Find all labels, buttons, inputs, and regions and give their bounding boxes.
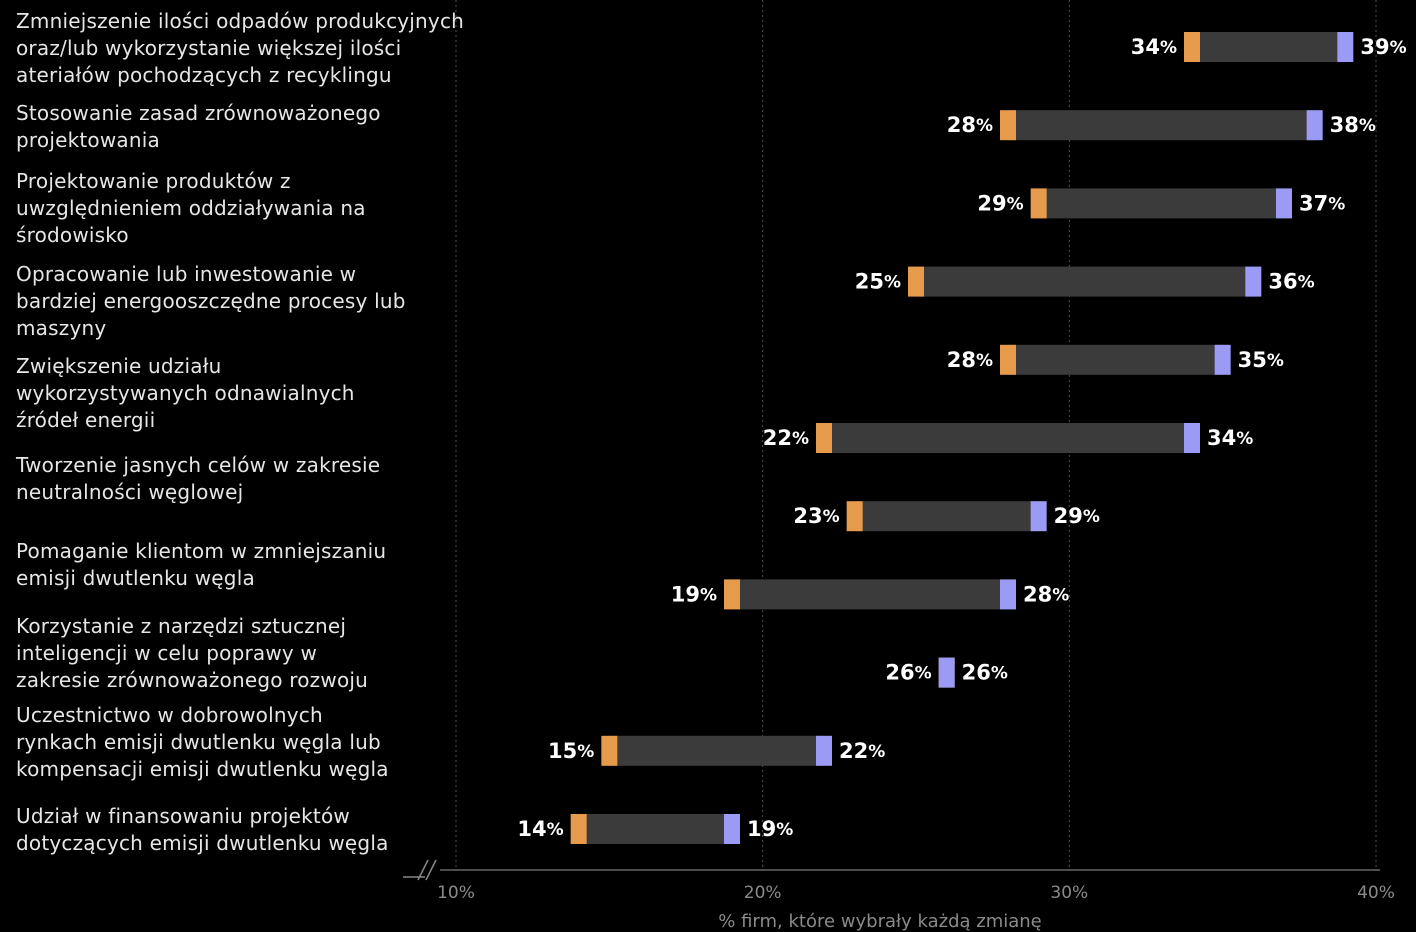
start-value-label: 14%	[517, 817, 563, 841]
category-label: Korzystanie z narzędzi sztucznej intelig…	[16, 614, 369, 692]
range-bar	[1192, 32, 1346, 62]
start-marker	[570, 814, 587, 844]
start-marker	[846, 501, 863, 532]
start-marker	[1000, 344, 1016, 375]
end-marker	[1214, 344, 1231, 375]
end-marker	[1184, 423, 1200, 453]
end-marker	[1276, 188, 1292, 219]
start-marker	[1184, 32, 1200, 62]
end-value-label: 29%	[1054, 504, 1100, 528]
end-value-label: 28%	[1023, 582, 1069, 606]
start-marker	[816, 423, 832, 453]
end-marker	[1000, 579, 1016, 610]
end-marker	[816, 735, 832, 766]
end-value-label: 34%	[1207, 426, 1253, 450]
range-bar	[1038, 188, 1284, 219]
start-value-label: 28%	[947, 113, 993, 137]
start-marker	[1030, 188, 1047, 219]
range-bar	[1008, 344, 1223, 375]
start-value-label: 22%	[763, 426, 809, 450]
x-tick-label: 40%	[1357, 883, 1395, 903]
category-label: Zmniejszenie ilości odpadów produkcyjnyc…	[16, 9, 465, 87]
start-marker	[601, 735, 618, 766]
end-marker	[1306, 110, 1323, 141]
range-bar	[578, 814, 732, 844]
range-bar	[1008, 110, 1315, 141]
start-marker	[1000, 110, 1016, 141]
x-axis-label: % firm, które wybrały każdą zmianę	[718, 911, 1042, 932]
start-value-label: 19%	[671, 582, 717, 606]
end-value-label: 19%	[747, 817, 793, 841]
category-label: Uczestnictwo w dobrowolnych rynkach emis…	[16, 703, 389, 781]
range-bar	[824, 423, 1192, 453]
end-value-label: 37%	[1299, 191, 1345, 215]
end-value-label: 26%	[962, 661, 1008, 685]
end-value-label: 36%	[1268, 270, 1314, 294]
range-bar	[854, 501, 1039, 532]
start-marker	[724, 579, 740, 610]
start-value-label: 26%	[885, 661, 931, 685]
x-tick-label: 10%	[437, 883, 475, 903]
category-label: Udział w finansowaniu projektów dotycząc…	[16, 804, 389, 855]
category-label: Zwiększenie udziału wykorzystywanych odn…	[16, 354, 355, 432]
end-value-label: 35%	[1238, 348, 1284, 372]
start-value-label: 28%	[947, 348, 993, 372]
x-tick-label: 20%	[744, 883, 782, 903]
end-marker	[938, 657, 955, 688]
category-label: Tworzenie jasnych celów w zakresie neutr…	[16, 453, 381, 504]
end-marker	[1030, 501, 1047, 532]
start-value-label: 34%	[1131, 35, 1177, 59]
start-value-label: 15%	[548, 739, 594, 763]
range-bar	[916, 266, 1254, 297]
category-label: Projektowanie produktów z uwzględnieniem…	[16, 169, 366, 247]
end-value-label: 39%	[1360, 35, 1406, 59]
range-bar	[609, 735, 824, 766]
end-value-label: 22%	[839, 739, 885, 763]
start-value-label: 25%	[855, 270, 901, 294]
start-value-label: 23%	[793, 504, 839, 528]
end-value-label: 38%	[1330, 113, 1376, 137]
end-marker	[1337, 32, 1354, 62]
axis-break	[403, 859, 437, 881]
end-marker	[1245, 266, 1262, 297]
end-marker	[724, 814, 740, 844]
category-label: Stosowanie zasad zrównoważonego projekto…	[16, 101, 381, 152]
start-marker	[908, 266, 924, 297]
category-label: Opracowanie lub inwestowanie w bardziej …	[16, 262, 406, 340]
start-value-label: 29%	[977, 191, 1023, 215]
x-tick-label: 30%	[1050, 883, 1088, 903]
category-label: Pomaganie klientom w zmniejszaniu emisji…	[16, 539, 387, 590]
range-bar	[732, 579, 1008, 610]
